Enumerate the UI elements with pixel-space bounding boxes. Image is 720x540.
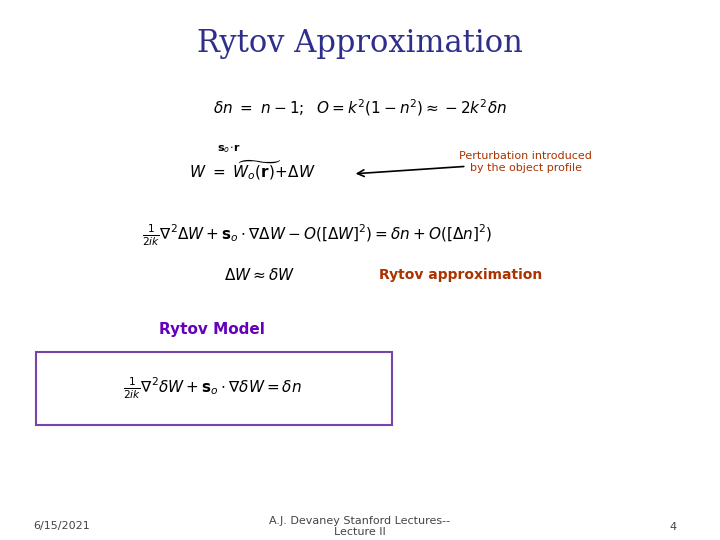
FancyBboxPatch shape [36, 352, 392, 425]
Text: 4: 4 [670, 522, 677, 531]
Text: $W \ = \ \widetilde{W_o(\mathbf{r})}\!+\!\Delta W$: $W \ = \ \widetilde{W_o(\mathbf{r})}\!+\… [189, 158, 315, 182]
Text: A.J. Devaney Stanford Lectures--
Lecture II: A.J. Devaney Stanford Lectures-- Lecture… [269, 516, 451, 537]
Text: Rytov Approximation: Rytov Approximation [197, 28, 523, 59]
Text: 6/15/2021: 6/15/2021 [33, 522, 89, 531]
Text: $\frac{1}{2ik}\nabla^2\delta W + \mathbf{s}_o\cdot\nabla\delta W = \delta n$: $\frac{1}{2ik}\nabla^2\delta W + \mathbf… [123, 375, 302, 401]
Text: Perturbation introduced
by the object profile: Perturbation introduced by the object pr… [459, 151, 592, 173]
Text: Rytov Model: Rytov Model [159, 322, 266, 337]
Text: Rytov approximation: Rytov approximation [379, 268, 542, 282]
Text: $\mathbf{s}_o\!\cdot\!\mathbf{r}$: $\mathbf{s}_o\!\cdot\!\mathbf{r}$ [217, 143, 240, 156]
Text: $\delta n \ = \ n - 1; \ \ O = k^2(1 - n^2) \approx -2k^2\delta n$: $\delta n \ = \ n - 1; \ \ O = k^2(1 - n… [213, 98, 507, 118]
Text: $\Delta W \approx \delta W$: $\Delta W \approx \delta W$ [224, 267, 294, 284]
Text: $\frac{1}{2ik}\nabla^2\Delta W + \mathbf{s}_o\cdot\nabla\Delta W - O([\Delta W]^: $\frac{1}{2ik}\nabla^2\Delta W + \mathbf… [142, 222, 492, 248]
